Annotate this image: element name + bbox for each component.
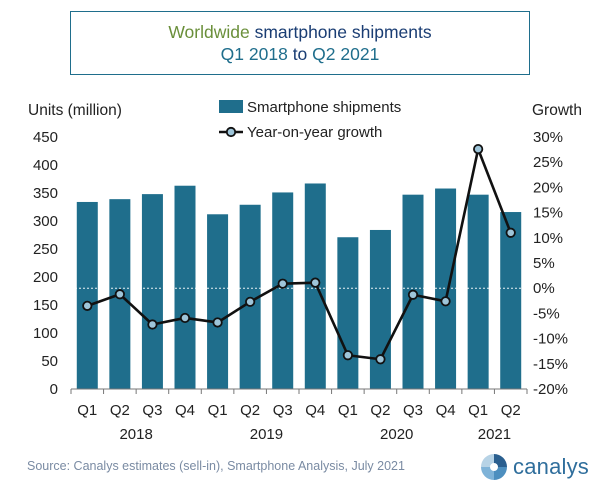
growth-marker	[212, 317, 223, 328]
shipment-bar	[141, 194, 163, 389]
growth-marker	[179, 312, 191, 324]
quarter-label: Q1	[208, 402, 228, 419]
right-axis-tick-label: -20%	[533, 381, 568, 398]
growth-marker	[440, 296, 451, 307]
legend-shipments-label: Smartphone shipments	[247, 99, 401, 116]
left-axis-title: Units (million)	[28, 102, 122, 119]
year-label: 2019	[250, 426, 283, 443]
growth-marker	[82, 300, 93, 311]
source-note: Source: Canalys estimates (sell-in), Sma…	[27, 459, 405, 473]
right-axis-tick-label: -15%	[533, 356, 568, 373]
title-end-quarter: Q2 2021	[312, 44, 380, 64]
shipment-bar	[76, 201, 98, 389]
quarter-label: Q4	[175, 402, 195, 419]
quarter-label: Q3	[403, 402, 423, 419]
right-axis-tick-label: -10%	[533, 331, 568, 348]
brand-logo: canalys	[479, 452, 589, 482]
growth-marker	[505, 227, 516, 238]
year-label: 2018	[119, 426, 152, 443]
shipment-bar	[272, 192, 294, 389]
growth-marker	[114, 289, 125, 300]
brand-name: canalys	[513, 454, 589, 479]
quarter-label: Q3	[273, 402, 293, 419]
growth-marker	[310, 277, 321, 288]
quarter-label: Q4	[436, 402, 456, 419]
left-axis-tick-label: 350	[33, 185, 58, 202]
shipment-bar	[174, 185, 196, 389]
right-axis-tick-label: 30%	[533, 129, 563, 146]
growth-line	[86, 147, 512, 361]
growth-marker	[473, 143, 484, 155]
chart-title-line1: Worldwide smartphone shipments	[71, 21, 529, 43]
right-axis-tick-label: 0%	[533, 280, 555, 297]
growth-marker	[407, 289, 419, 300]
right-axis-tick-label: -5%	[533, 305, 560, 322]
quarter-label: Q2	[240, 402, 260, 419]
legend-bar-swatch	[219, 100, 243, 113]
left-axis-tick-label: 150	[33, 297, 58, 314]
growth-marker	[147, 319, 158, 330]
legend-marker-swatch	[225, 126, 237, 138]
growth-marker	[342, 350, 353, 361]
quarter-label: Q1	[338, 402, 358, 419]
growth-marker	[375, 354, 386, 365]
chart-title-box: Worldwide smartphone shipments Q1 2018 t…	[70, 11, 530, 75]
title-to: to	[292, 44, 308, 64]
right-axis-tick-label: 15%	[533, 205, 563, 222]
shipment-bar	[207, 214, 229, 389]
quarter-label: Q2	[370, 402, 390, 419]
year-label: 2021	[478, 426, 511, 443]
left-axis-tick-label: 100	[33, 325, 58, 342]
shipment-bar	[435, 188, 457, 389]
left-axis-tick-label: 50	[41, 353, 58, 370]
left-axis-tick-label: 400	[33, 157, 58, 174]
right-axis-tick-label: 5%	[533, 255, 555, 272]
shipment-bar	[337, 237, 359, 389]
title-smartphone-shipments: smartphone shipments	[254, 22, 432, 42]
quarter-label: Q2	[110, 402, 130, 419]
right-axis-tick-label: 10%	[533, 230, 563, 247]
right-axis-title: Growth	[532, 102, 582, 119]
quarter-label: Q4	[305, 402, 325, 419]
shipment-bar	[500, 212, 522, 389]
left-axis-tick-label: 0	[50, 381, 58, 398]
left-axis-tick-label: 450	[33, 129, 58, 146]
quarter-label: Q3	[142, 402, 162, 419]
shipment-bar	[369, 229, 391, 389]
chart-title-line2: Q1 2018 to Q2 2021	[71, 43, 529, 65]
quarter-label: Q1	[468, 402, 488, 419]
left-axis-tick-label: 300	[33, 213, 58, 230]
title-worldwide: Worldwide	[168, 22, 250, 42]
growth-marker	[245, 296, 256, 307]
year-label: 2020	[380, 426, 413, 443]
left-axis-tick-label: 200	[33, 269, 58, 286]
title-start-quarter: Q1 2018	[220, 44, 288, 64]
legend-growth-label: Year-on-year growth	[247, 124, 382, 141]
growth-marker	[277, 278, 288, 289]
right-axis-tick-label: 25%	[533, 154, 563, 171]
quarter-label: Q2	[501, 402, 521, 419]
canalys-logo-icon	[481, 454, 507, 480]
quarter-label: Q1	[77, 402, 97, 419]
right-axis-tick-label: 20%	[533, 179, 563, 196]
left-axis-tick-label: 250	[33, 241, 58, 258]
shipment-bar	[467, 194, 489, 389]
